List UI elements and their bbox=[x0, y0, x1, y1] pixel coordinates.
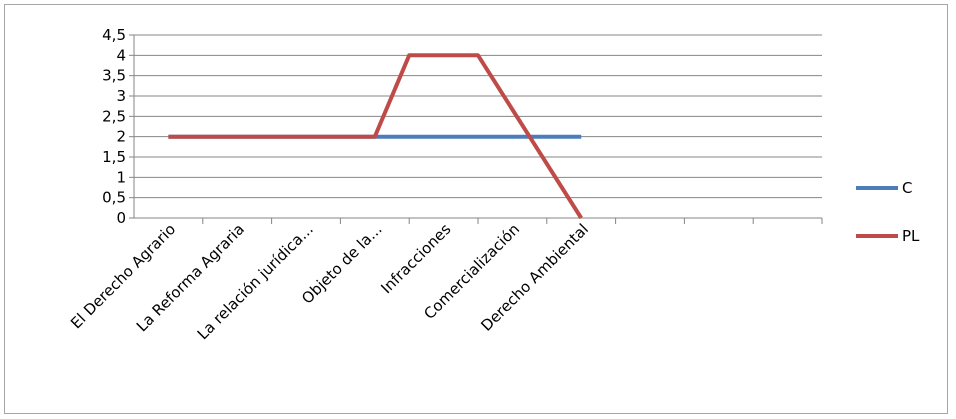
gridlines bbox=[134, 34, 822, 199]
x-tick-label: La relación jurídica... bbox=[194, 220, 317, 343]
y-tick-label: 2,5 bbox=[102, 107, 126, 125]
chart-frame: 0 0,5 1 1,5 2 2,5 3 3,5 4 4,5 El Derecho Agrario L… bbox=[4, 4, 948, 414]
y-tick-label: 0,5 bbox=[102, 189, 126, 207]
y-tick-label: 3,5 bbox=[102, 67, 126, 85]
axes bbox=[129, 34, 823, 224]
legend-label-c: C bbox=[902, 179, 912, 197]
x-tick-label: Infracciones bbox=[377, 220, 454, 297]
y-tick-label: 1,5 bbox=[102, 148, 126, 166]
y-tick-label: 3 bbox=[116, 87, 126, 105]
line-chart: 0 0,5 1 1,5 2 2,5 3 3,5 4 4,5 El Derecho AgrarioL… bbox=[67, 26, 920, 343]
series-line-pl bbox=[168, 53, 583, 220]
y-tick-label: 4,5 bbox=[102, 26, 126, 44]
y-tick-label: 4 bbox=[116, 46, 126, 64]
y-tick-label: 2 bbox=[116, 128, 126, 146]
y-tick-label: 1 bbox=[116, 168, 126, 186]
y-tick-labels: 0 0,5 1 1,5 2 2,5 3 3,5 4 4,5 bbox=[102, 26, 126, 227]
series-lines bbox=[168, 53, 583, 220]
y-tick-label: 0 bbox=[116, 209, 126, 227]
legend: C PL bbox=[856, 179, 920, 245]
legend-label-pl: PL bbox=[902, 227, 920, 245]
